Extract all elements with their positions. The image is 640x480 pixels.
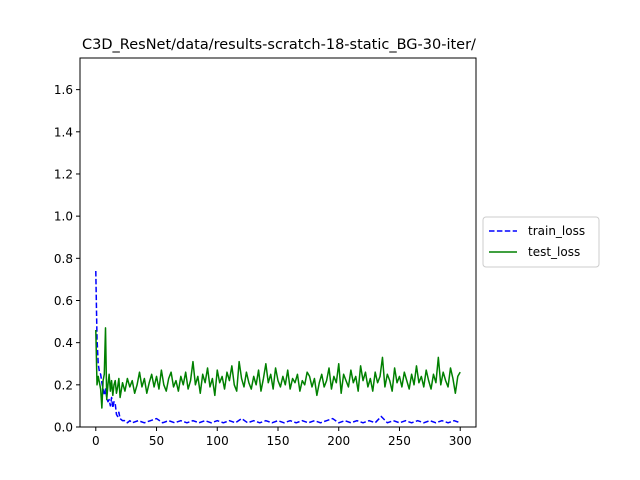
x-tick-label: 200	[327, 434, 350, 448]
plot-lines	[95, 270, 461, 424]
x-axis: 0 50 100 150 200 250 300	[92, 427, 472, 448]
series-line-train-loss	[95, 270, 461, 424]
legend-label-train-loss: train_loss	[528, 224, 585, 238]
y-axis: 0.0 0.2 0.4 0.6 0.8 1.0 1.2 1.4 1.6	[54, 83, 80, 435]
x-tick-label: 100	[206, 434, 229, 448]
x-tick-label: 250	[388, 434, 411, 448]
y-tick-label: 1.0	[54, 210, 73, 224]
y-tick-label: 1.6	[54, 83, 73, 97]
legend: train_loss test_loss	[482, 216, 600, 268]
legend-box	[482, 216, 600, 268]
x-tick-label: 300	[449, 434, 472, 448]
y-tick-label: 1.4	[54, 125, 73, 139]
y-tick-label: 0.8	[54, 252, 73, 266]
legend-label-test-loss: test_loss	[528, 245, 580, 259]
y-tick-label: 0.0	[54, 421, 73, 435]
x-tick-label: 0	[92, 434, 100, 448]
y-tick-label: 0.6	[54, 294, 73, 308]
y-tick-label: 0.4	[54, 336, 73, 350]
series-line-test-loss	[95, 327, 461, 409]
y-tick-label: 0.2	[54, 378, 73, 392]
y-tick-label: 1.2	[54, 167, 73, 181]
x-tick-label: 50	[149, 434, 164, 448]
chart-title: C3D_ResNet/data/results-scratch-18-stati…	[82, 37, 476, 53]
x-tick-label: 150	[267, 434, 290, 448]
